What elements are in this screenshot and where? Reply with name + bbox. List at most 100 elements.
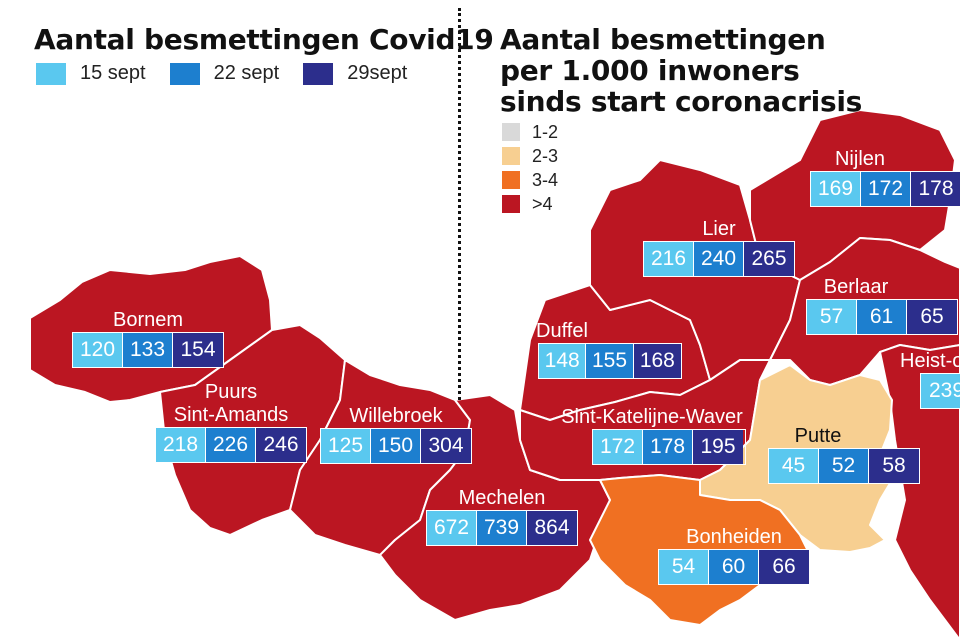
municipality-puurs: Puurs Sint-Amands 218 226 246 bbox=[155, 381, 307, 463]
municipality-name: Lier bbox=[702, 218, 736, 240]
value-29-sept: 864 bbox=[527, 511, 577, 545]
date-legend-item: 15 sept bbox=[36, 62, 146, 85]
value-15-sept: 57 bbox=[807, 300, 857, 334]
legend-swatch bbox=[502, 171, 520, 189]
value-22-sept: 52 bbox=[819, 449, 869, 483]
value-29-sept: 154 bbox=[173, 333, 223, 367]
category-legend-item: 2-3 bbox=[502, 144, 558, 168]
municipality-name: Sint-Katelijne-Waver bbox=[561, 406, 743, 428]
value-boxes: 45 52 58 bbox=[768, 448, 920, 484]
value-15-sept: 172 bbox=[593, 430, 643, 464]
value-boxes: 169 172 178 bbox=[810, 171, 960, 207]
category-legend-label: >4 bbox=[532, 193, 553, 214]
municipality-name: Bornem bbox=[112, 309, 184, 331]
value-29-sept: 304 bbox=[421, 429, 471, 463]
value-boxes: 148 155 168 bbox=[538, 343, 682, 379]
section-divider bbox=[458, 8, 461, 400]
value-29-sept: 58 bbox=[869, 449, 919, 483]
legend-swatch bbox=[169, 62, 200, 85]
value-29-sept: 178 bbox=[911, 172, 960, 206]
municipality-skw: Sint-Katelijne-Waver 172 178 195 bbox=[536, 406, 768, 465]
value-22-sept: 178 bbox=[643, 430, 693, 464]
value-22-sept: 172 bbox=[861, 172, 911, 206]
chart-title-right: Aantal besmettingen per 1.000 inwoners s… bbox=[500, 24, 920, 117]
value-15-sept: 54 bbox=[659, 550, 709, 584]
municipality-mechelen: Mechelen 672 739 864 bbox=[426, 487, 578, 546]
municipality-putte: Putte 45 52 58 bbox=[768, 425, 920, 484]
value-15-sept: 239 bbox=[921, 374, 960, 408]
value-29-sept: 168 bbox=[633, 344, 681, 378]
category-legend-item: 3-4 bbox=[502, 168, 558, 192]
municipality-name: Duffel bbox=[536, 320, 588, 342]
value-boxes: 120 133 154 bbox=[72, 332, 224, 368]
value-29-sept: 195 bbox=[693, 430, 743, 464]
legend-swatch bbox=[502, 123, 520, 141]
municipality-bornem: Bornem 120 133 154 bbox=[72, 309, 224, 368]
legend-swatch bbox=[502, 195, 520, 213]
municipality-name: Mechelen bbox=[458, 487, 546, 509]
value-15-sept: 148 bbox=[539, 344, 587, 378]
value-boxes: 672 739 864 bbox=[426, 510, 578, 546]
value-15-sept: 216 bbox=[644, 242, 694, 276]
legend-swatch bbox=[36, 62, 66, 85]
value-boxes: 54 60 66 bbox=[658, 549, 810, 585]
date-legend: 15 sept 22 sept 29sept bbox=[36, 62, 431, 85]
title-right-line: Aantal besmettingen bbox=[500, 23, 826, 56]
municipality-berlaar: Berlaar 57 61 65 bbox=[806, 276, 958, 335]
legend-swatch bbox=[502, 147, 520, 165]
value-boxes: 218 226 246 bbox=[155, 427, 307, 463]
value-boxes: 125 150 304 bbox=[320, 428, 472, 464]
chart-title-left: Aantal besmettingen Covid19 bbox=[34, 23, 494, 56]
value-29-sept: 265 bbox=[744, 242, 794, 276]
category-legend-label: 3-4 bbox=[532, 169, 559, 190]
value-22-sept: 61 bbox=[857, 300, 907, 334]
value-boxes: 57 61 65 bbox=[806, 299, 958, 335]
municipality-lier: Lier 216 240 265 bbox=[643, 218, 795, 277]
value-boxes: 172 178 195 bbox=[592, 429, 746, 465]
value-15-sept: 218 bbox=[156, 428, 206, 462]
title-right-line: sinds start coronacrisis bbox=[500, 85, 862, 118]
municipality-bonheiden: Bonheiden 54 60 66 bbox=[658, 526, 810, 585]
category-legend-item: 1-2 bbox=[502, 120, 558, 144]
value-22-sept: 226 bbox=[206, 428, 256, 462]
category-legend-label: 1-2 bbox=[532, 121, 559, 142]
value-15-sept: 672 bbox=[427, 511, 477, 545]
value-29-sept: 66 bbox=[759, 550, 809, 584]
date-legend-label: 22 sept bbox=[213, 62, 280, 84]
value-15-sept: 120 bbox=[73, 333, 123, 367]
municipality-name: Sint-Amands bbox=[173, 404, 289, 426]
value-22-sept: 150 bbox=[371, 429, 421, 463]
value-22-sept: 133 bbox=[123, 333, 173, 367]
municipality-name: Puurs bbox=[204, 381, 258, 403]
municipality-name: Putte bbox=[794, 425, 842, 447]
category-legend-item: >4 bbox=[502, 192, 558, 216]
municipality-name: Berlaar bbox=[823, 276, 889, 298]
value-29-sept: 246 bbox=[256, 428, 306, 462]
municipality-heist: Heist-op 239 bbox=[898, 350, 960, 409]
value-22-sept: 739 bbox=[477, 511, 527, 545]
title-right-line: per 1.000 inwoners bbox=[500, 54, 800, 87]
value-29-sept: 65 bbox=[907, 300, 957, 334]
value-15-sept: 125 bbox=[321, 429, 371, 463]
value-boxes: 239 bbox=[920, 373, 960, 409]
value-22-sept: 240 bbox=[694, 242, 744, 276]
municipality-name: Nijlen bbox=[834, 148, 886, 170]
date-legend-item: 29sept bbox=[303, 62, 407, 85]
municipality-willebroek: Willebroek 125 150 304 bbox=[320, 405, 472, 464]
value-15-sept: 169 bbox=[811, 172, 861, 206]
municipality-name: Willebroek bbox=[349, 405, 443, 427]
municipality-name: Heist-op bbox=[900, 350, 960, 372]
category-legend: 1-2 2-3 3-4 >4 bbox=[502, 120, 558, 216]
municipality-name: Bonheiden bbox=[686, 526, 782, 548]
date-legend-item: 22 sept bbox=[169, 62, 280, 85]
value-boxes: 216 240 265 bbox=[643, 241, 795, 277]
value-22-sept: 60 bbox=[709, 550, 759, 584]
municipality-duffel: Duffel 148 155 168 bbox=[530, 320, 682, 379]
value-22-sept: 155 bbox=[586, 344, 634, 378]
value-15-sept: 45 bbox=[769, 449, 819, 483]
legend-swatch bbox=[303, 62, 334, 85]
date-legend-label: 29sept bbox=[347, 62, 408, 84]
heist-area bbox=[879, 344, 960, 640]
date-legend-label: 15 sept bbox=[80, 62, 146, 84]
category-legend-label: 2-3 bbox=[532, 145, 559, 166]
